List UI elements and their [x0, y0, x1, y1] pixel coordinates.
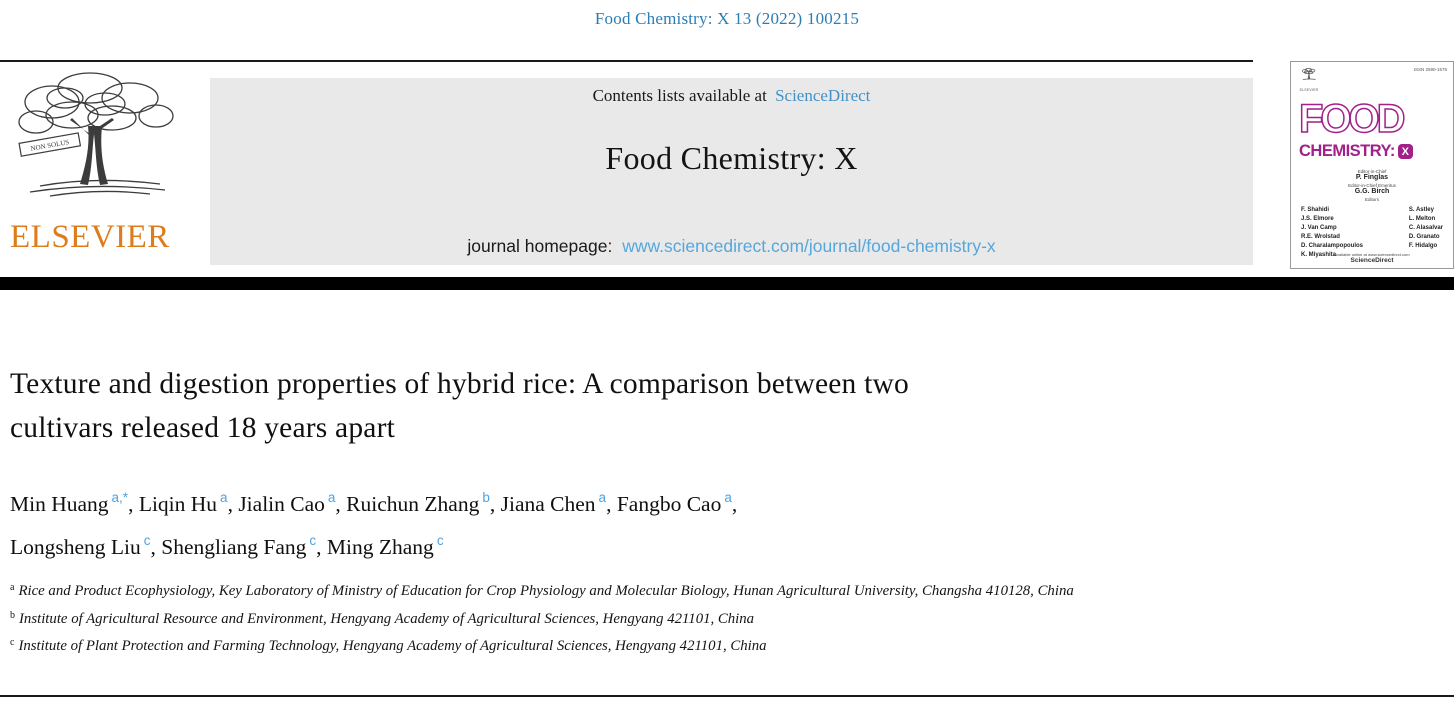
- cover-editor-name: D. Granato: [1408, 234, 1440, 240]
- journal-cover-thumbnail[interactable]: ELSEVIER ISSN 2590-1575 FOOD CHEMISTRY: …: [1290, 61, 1454, 269]
- cover-sciencedirect-label: ScienceDirect: [1350, 257, 1394, 264]
- author-line: Min Huang a,*, Liqin Hu a, Jialin Cao a, Ru…: [10, 490, 738, 516]
- cover-title-chemistry-text: CHEMISTRY:: [1299, 142, 1395, 160]
- cover-editors-left: F. Shahidi J.S. Elmore J. Van Camp R.E. Wro…: [1301, 206, 1363, 260]
- cover-x-badge: X: [1397, 144, 1413, 159]
- elsevier-tree-icon: NON SOLUS: [18, 72, 174, 197]
- cover-title-food: FOOD: [1298, 97, 1406, 141]
- affiliation-text: Institute of Plant Protection and Farmin…: [18, 638, 767, 654]
- journal-homepage-link[interactable]: www.sciencedirect.com/journal/food-chemi…: [622, 236, 996, 256]
- author-affiliation-superscript: b: [482, 490, 490, 505]
- cover-editors-block: Editor-in-Chief P. Finglas Editor-in-Chi…: [1291, 169, 1453, 202]
- author-name: Ruichun Zhang: [346, 492, 480, 516]
- header-thick-divider: [0, 277, 1454, 290]
- cover-editor-name: F. Shahidi: [1301, 207, 1330, 213]
- affiliation-list: a Rice and Product Ecophysiology, Key Lab…: [10, 579, 1225, 662]
- cover-emeritus-label: Editor-in-Chief Emeritus: [1348, 183, 1396, 188]
- cover-editor-name: K. Miyashita: [1301, 252, 1337, 258]
- author-affiliation-superscript: a,*: [111, 490, 129, 505]
- affiliation-item: c Institute of Plant Protection and Farmi…: [10, 634, 1225, 661]
- journal-banner: Contents lists available at ScienceDirec…: [210, 78, 1253, 265]
- cover-editors-right: S. Astley L. Melton C. Alasalvar D. Granato…: [1409, 206, 1443, 260]
- author-list: Min Huang a,*, Liqin Hu a, Jialin Cao a, Ru…: [10, 484, 737, 570]
- cover-editor-name: D. Charalampopoulos: [1301, 243, 1364, 249]
- affiliation-text: Rice and Product Ecophysiology, Key Labo…: [18, 583, 1074, 599]
- cover-eic-name: P. Finglas: [1355, 174, 1389, 181]
- journal-homepage-line: journal homepage: www.sciencedirect.com/…: [210, 236, 1253, 257]
- author-name: Jialin Cao: [238, 492, 325, 516]
- cover-eic-label: Editor-in-Chief: [1357, 169, 1387, 174]
- author-affiliation-superscript: c: [436, 533, 444, 548]
- footer-divider: [0, 695, 1454, 697]
- author-name: Shengliang Fang: [161, 535, 307, 559]
- affiliation-superscript: c: [10, 637, 15, 648]
- cover-editor-name: L. Melton: [1408, 216, 1436, 222]
- cover-editor-name: C. Alasalvar: [1408, 225, 1443, 231]
- cover-footer: Available online at www.sciencedirect.co…: [1291, 252, 1453, 264]
- cover-elsevier-mark: ELSEVIER: [1299, 67, 1319, 92]
- elsevier-wordmark: ELSEVIER: [10, 219, 170, 255]
- author-affiliation-superscript: a: [220, 490, 228, 505]
- header-top-divider: [0, 60, 1253, 62]
- author-line: Longsheng Liu c, Shengliang Fang c, Ming Z…: [10, 533, 444, 559]
- cover-elsevier-tree-icon: [1302, 67, 1316, 80]
- cover-editor-name: R.E. Wrolstad: [1301, 234, 1340, 240]
- author-name: Liqin Hu: [138, 492, 218, 516]
- homepage-prefix-text: journal homepage:: [467, 236, 613, 256]
- affiliation-item: a Rice and Product Ecophysiology, Key Lab…: [10, 579, 1225, 606]
- cover-editor-name: S. Astley: [1408, 207, 1434, 213]
- cover-title-chemistry: CHEMISTRY: X: [1299, 142, 1453, 161]
- author-affiliation-superscript: a: [724, 490, 732, 505]
- author-name: Ming Zhang: [326, 535, 434, 559]
- article-title-line-1: Texture and digestion properties of hybr…: [10, 368, 909, 400]
- cover-editor-name: J.S. Elmore: [1301, 216, 1334, 222]
- contents-prefix-text: Contents lists available at: [592, 86, 767, 105]
- cover-emeritus-name: G.G. Birch: [1354, 188, 1390, 195]
- affiliation-superscript: a: [10, 582, 15, 593]
- cover-available-line: Available online at www.sciencedirect.co…: [1334, 252, 1410, 257]
- cover-editors-label: Editors: [1364, 197, 1379, 202]
- affiliation-text: Institute of Agricultural Resource and E…: [19, 610, 755, 627]
- cover-editor-columns: F. Shahidi J.S. Elmore J. Van Camp R.E. Wro…: [1291, 202, 1453, 260]
- article-title: Texture and digestion properties of hybr…: [10, 362, 909, 450]
- author-affiliation-superscript: c: [309, 533, 317, 548]
- author-name: Longsheng Liu: [10, 535, 141, 559]
- author-affiliation-superscript: c: [143, 533, 151, 548]
- sciencedirect-link[interactable]: ScienceDirect: [775, 86, 871, 105]
- affiliation-item: b Institute of Agricultural Resource and …: [10, 607, 1225, 634]
- cover-elsevier-wordmark: ELSEVIER: [1299, 88, 1319, 92]
- non-solus-ribbon: NON SOLUS: [18, 132, 82, 157]
- cover-editor-name: F. Hidalgo: [1408, 243, 1438, 249]
- contents-availability-line: Contents lists available at ScienceDirec…: [210, 86, 1253, 106]
- elsevier-logo: NON SOLUS ELSEVIER: [6, 68, 184, 266]
- author-affiliation-superscript: a: [327, 490, 336, 505]
- author-name: Fangbo Cao: [616, 492, 722, 516]
- author-name: Min Huang: [10, 492, 109, 516]
- cover-editor-name: J. Van Camp: [1301, 225, 1337, 231]
- journal-title: Food Chemistry: X: [605, 140, 858, 176]
- author-affiliation-superscript: a: [598, 490, 607, 505]
- journal-citation-link[interactable]: Food Chemistry: X 13 (2022) 100215: [594, 9, 860, 28]
- author-name: Jiana Chen: [500, 492, 596, 516]
- cover-issn: ISSN 2590-1575: [1413, 67, 1447, 72]
- article-title-line-2: cultivars released 18 years apart: [10, 412, 396, 444]
- affiliation-superscript: b: [10, 609, 15, 621]
